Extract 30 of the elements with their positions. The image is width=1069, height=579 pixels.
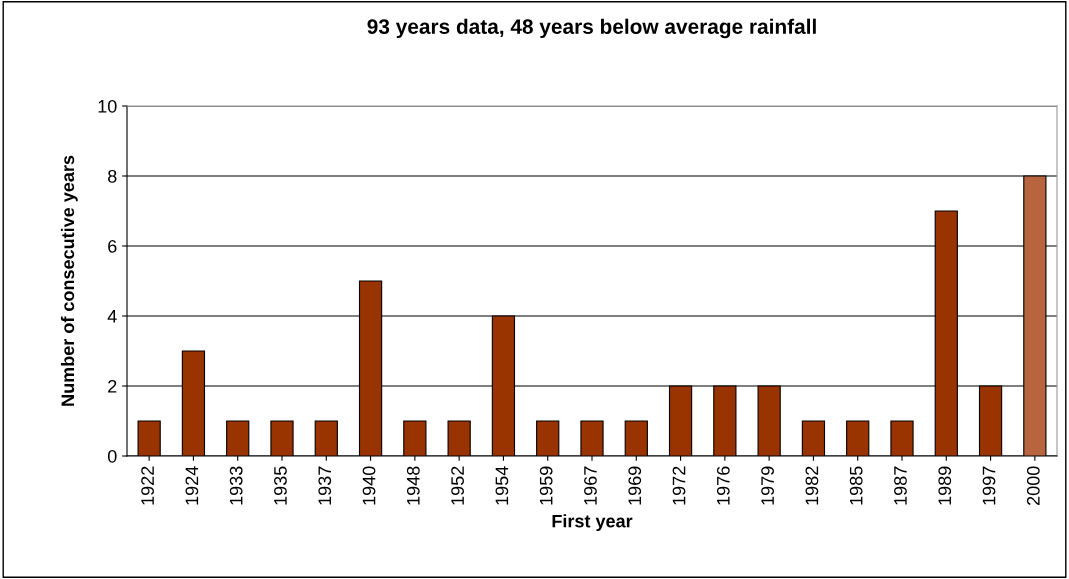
y-tick-label: 2 [108,379,117,393]
x-tick-label: 1959 [539,466,553,505]
x-tick-label: 1940 [362,466,376,505]
x-tick-label: 1922 [141,466,154,505]
x-tick-label: 1985 [849,466,863,505]
x-tick-label: 1933 [229,466,243,505]
chart-title: 93 years data, 48 years below average rainfall [367,18,816,39]
x-tick-label: 1948 [406,466,420,505]
y-tick-label: 0 [107,449,117,463]
x-tick-label: 1967 [584,466,597,505]
x-tick-label: 1952 [451,466,464,505]
y-tick-label: 6 [108,239,117,253]
x-axis-title: First year [552,514,633,532]
x-tick-label: 1972 [672,466,686,505]
x-tick-label: 1937 [318,466,332,505]
x-tick-label: 1924 [185,466,199,505]
y-tick-label: 4 [107,310,117,323]
y-tick-label: 10 [98,99,117,113]
x-tick-label: 1935 [274,466,287,505]
x-tick-label: 1976 [716,466,730,505]
x-tick-label: 1979 [761,466,774,505]
x-tick-label: 2000 [1026,466,1040,505]
x-tick-label: 1954 [495,466,509,505]
y-axis-title: Number of consecutive years [60,155,78,406]
y-tick-label: 8 [108,169,117,183]
x-tick-label: 1987 [894,466,907,505]
x-tick-label: 1997 [982,466,996,505]
x-tick-label: 1969 [628,466,642,505]
x-tick-label: 1989 [938,466,952,505]
x-tick-label: 1982 [805,466,819,505]
